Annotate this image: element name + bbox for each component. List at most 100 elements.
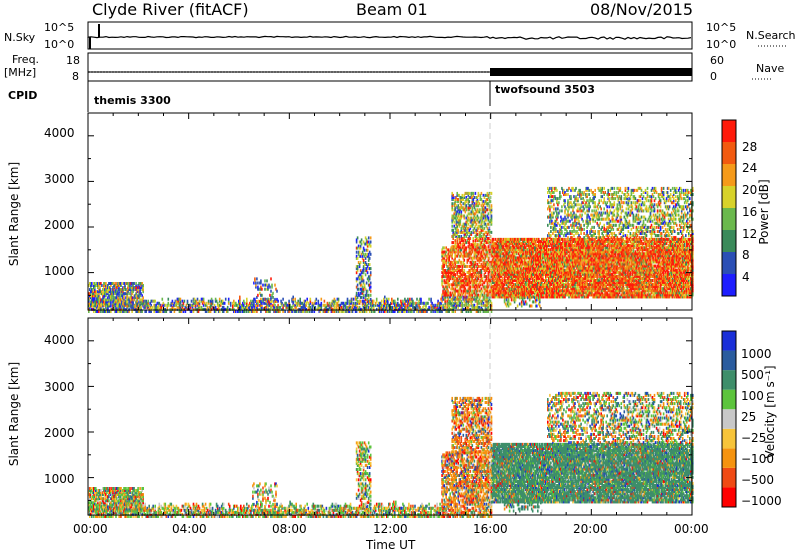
heatmap-cell: [447, 290, 449, 293]
heatmap-cell: [370, 282, 372, 285]
heatmap-cell: [416, 298, 418, 301]
heatmap-cell: [357, 284, 359, 287]
timeseries-traces: [88, 24, 692, 76]
heatmap-cell: [224, 302, 226, 305]
heatmap-cell: [266, 279, 268, 282]
heatmap-cell: [294, 298, 296, 301]
heatmap-cell: [142, 296, 144, 299]
heatmap-cell: [165, 304, 167, 307]
heatmap-cell: [318, 300, 320, 303]
heatmap-cell: [462, 302, 464, 305]
heatmap-cell: [381, 300, 383, 303]
heatmap-cell: [115, 282, 117, 285]
heatmap-cell: [478, 192, 480, 195]
heatmap-cell: [91, 282, 93, 285]
heatmap-cell: [363, 279, 365, 282]
heatmap-cell: [363, 294, 365, 297]
heatmap-cell: [370, 253, 372, 256]
heatmap-cell: [254, 277, 256, 280]
heatmap-cell: [140, 306, 142, 309]
heatmap-cell: [227, 306, 229, 309]
heatmap-cell: [292, 296, 294, 299]
heatmap-cell: [272, 292, 274, 295]
heatmap-cell: [448, 283, 450, 286]
heatmap-cell: [464, 215, 466, 218]
heatmap-cell: [321, 302, 323, 305]
heatmap-cell: [191, 300, 193, 303]
heatmap-cell: [288, 300, 290, 303]
heatmap-cell: [310, 298, 312, 301]
heatmap-cell: [357, 265, 359, 268]
heatmap-cell: [451, 202, 453, 205]
heatmap-cell: [162, 298, 164, 301]
heatmap-cell: [469, 192, 471, 195]
heatmap-cell: [244, 302, 246, 305]
heatmap-cell: [369, 263, 371, 266]
heatmap-cell: [454, 239, 456, 242]
heatmap-cell: [147, 300, 149, 303]
heatmap-cell: [277, 300, 279, 303]
heatmap-cell: [370, 241, 372, 244]
heatmap-cell: [256, 277, 258, 280]
heatmap-cell: [427, 302, 429, 305]
heatmap-cell: [366, 282, 368, 285]
heatmap-cell: [255, 282, 257, 285]
heatmap-cell: [466, 204, 468, 207]
heatmap-cell: [261, 294, 263, 297]
heatmap-cell: [338, 298, 340, 301]
heatmap-cell: [264, 288, 266, 291]
heatmap-cell: [228, 298, 230, 301]
heatmap-cell: [187, 300, 189, 303]
heatmap-cell: [197, 298, 199, 301]
heatmap-cell: [356, 251, 358, 254]
heatmap-cell: [368, 236, 370, 239]
heatmap-cell: [367, 249, 369, 252]
heatmap-cell: [353, 302, 355, 305]
heatmap-cell: [316, 302, 318, 305]
heatmap-cell: [168, 298, 170, 301]
heatmap-cell: [360, 261, 362, 264]
heatmap-cell: [370, 245, 372, 248]
heatmap-cell: [264, 279, 266, 282]
nsky-trace: [88, 36, 691, 39]
heatmap-cell: [461, 261, 463, 264]
heatmap-cell: [402, 300, 404, 303]
heatmap-cell: [358, 288, 360, 291]
heatmap-cell: [388, 298, 390, 301]
heatmap-cell: [364, 249, 366, 252]
heatmap-cell: [370, 286, 372, 289]
heatmap-cell: [452, 241, 454, 244]
heatmap-cell: [347, 298, 349, 301]
heatmap-cell: [397, 298, 399, 301]
heatmap-cell: [133, 282, 135, 285]
heatmap-cell: [361, 296, 363, 299]
heatmap-cell: [271, 300, 273, 303]
heatmap-cell: [369, 257, 371, 260]
heatmap-cell: [461, 290, 463, 293]
heatmap-cell: [306, 298, 308, 301]
plot-canvas: [0, 0, 800, 554]
heatmap-cell: [361, 238, 363, 241]
heatmap-cell: [367, 290, 369, 293]
heatmap-cell: [282, 298, 284, 301]
heatmap-cell: [457, 229, 459, 232]
heatmap-cell: [151, 306, 153, 309]
heatmap-cell: [364, 284, 366, 287]
heatmap-cell: [276, 290, 278, 293]
heatmap-cell: [360, 300, 362, 303]
nave-band: [490, 68, 692, 76]
heatmap-cell: [361, 243, 363, 246]
heatmap-cell: [452, 229, 454, 232]
heatmap-cell: [478, 217, 480, 220]
heatmap-cell: [453, 221, 455, 224]
heatmap-cell: [135, 282, 137, 285]
heatmap-cell: [475, 192, 477, 195]
heatmap-cell: [470, 237, 472, 240]
heatmap-cell: [471, 231, 473, 234]
heatmap-cell: [208, 300, 210, 303]
heatmap-cell: [368, 294, 370, 297]
heatmap-cell: [279, 306, 281, 309]
heatmap-cell: [464, 269, 466, 272]
heatmap-cell: [373, 304, 375, 307]
heatmap-cell: [430, 298, 432, 301]
